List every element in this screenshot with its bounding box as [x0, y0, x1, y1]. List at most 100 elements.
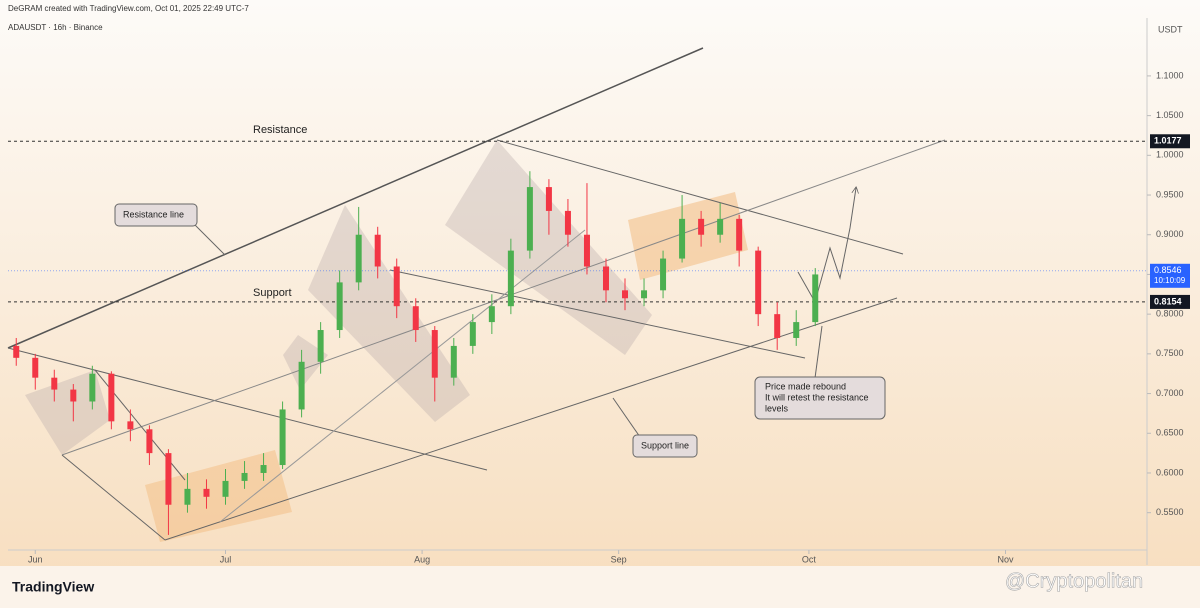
candle-body: [583, 234, 590, 267]
candle-body: [412, 306, 419, 331]
candle-body: [279, 409, 286, 466]
candle-body: [374, 234, 381, 267]
trendline: [219, 229, 586, 523]
annotation: It will retest the resistance: [765, 392, 869, 402]
annotation: Price made rebound: [765, 381, 846, 391]
y-tick-label: 0.6000: [1156, 467, 1184, 477]
y-tick-label: 0.9000: [1156, 229, 1184, 239]
y-tick-label: 1.0500: [1156, 110, 1184, 120]
y-tick-label: 1.0000: [1156, 150, 1184, 160]
candle-body: [165, 453, 172, 505]
candle-body: [317, 330, 324, 362]
callout-box: [114, 203, 198, 227]
candle-body: [736, 218, 743, 251]
candle-body: [698, 218, 705, 235]
shaded-zone: [308, 205, 470, 422]
shaded-zone: [25, 370, 110, 455]
x-tick-label: Aug: [414, 554, 430, 564]
candle-body: [450, 345, 457, 378]
candle-body: [564, 210, 571, 235]
candle-body: [241, 472, 248, 481]
callout-box: [632, 434, 698, 458]
x-tick-label: Nov: [997, 554, 1014, 564]
candle-body: [32, 357, 39, 378]
candle-body: [298, 361, 305, 410]
watermark: @Cryptopolitan: [1005, 570, 1143, 592]
trendline: [496, 139, 904, 255]
shaded-zone: [145, 450, 292, 542]
callout-box: [754, 376, 886, 420]
candle-body: [660, 258, 667, 291]
y-tick-label: 0.8000: [1156, 309, 1184, 319]
trendline: [61, 454, 166, 541]
candle-body: [602, 266, 609, 291]
candle-body: [146, 429, 153, 454]
candle-body: [336, 282, 343, 331]
symbol: ADAUSDT · 16h · Binance: [8, 23, 103, 32]
price-label: 0.8154: [1154, 296, 1182, 306]
price-label-box: [1150, 134, 1190, 149]
y-tick-label: 1.1000: [1156, 70, 1184, 80]
annotation: Resistance: [253, 124, 307, 136]
countdown: 10:10:09: [1154, 276, 1186, 285]
candle-body: [260, 465, 267, 473]
candle-body: [622, 290, 629, 299]
price-label-box: [1150, 294, 1190, 309]
candle-body: [222, 480, 229, 497]
annotation: Resistance line: [123, 209, 184, 219]
candle-body: [203, 488, 210, 497]
candle-body: [717, 218, 724, 235]
support-trendline: [164, 297, 898, 541]
annotation: Support line: [641, 440, 689, 450]
footer-bar: [0, 566, 1200, 608]
candle-body: [127, 421, 134, 430]
x-tick-label: Sep: [611, 554, 627, 564]
candle-body: [526, 187, 533, 251]
candle-body: [13, 345, 20, 358]
shaded-zone: [445, 140, 652, 355]
trendline: [7, 347, 488, 471]
drawings: [7, 47, 946, 542]
projection-path: [797, 188, 856, 304]
candle-body: [812, 274, 819, 323]
annotation: levels: [765, 403, 789, 413]
candle-body: [184, 488, 191, 505]
candle-body: [393, 266, 400, 307]
x-tick-label: Jul: [220, 554, 232, 564]
callout-pointer: [814, 325, 823, 379]
callout-pointer: [612, 397, 641, 438]
candle-body: [774, 314, 781, 338]
candle-body: [545, 187, 552, 211]
trendline: [389, 269, 806, 359]
y-tick-label: 0.5500: [1156, 507, 1184, 517]
axis-unit: USDT: [1158, 24, 1183, 34]
candle-body: [89, 373, 96, 402]
candle-body: [679, 218, 686, 259]
y-tick-label: 0.7000: [1156, 388, 1184, 398]
price-label: 1.0177: [1154, 136, 1182, 146]
shaded-zone: [283, 335, 328, 390]
resistance-trendline: [7, 47, 704, 349]
candle-body: [108, 373, 115, 422]
x-tick-label: Jun: [28, 554, 43, 564]
price-label-box: [1150, 263, 1190, 288]
y-tick-label: 0.7500: [1156, 348, 1184, 358]
candle-body: [70, 389, 77, 402]
trendline: [61, 139, 946, 456]
candle-body: [431, 330, 438, 378]
price-label: 0.8546: [1154, 265, 1182, 275]
candle-body: [507, 250, 514, 307]
callout-pointer: [194, 224, 226, 256]
candle-body: [793, 322, 800, 338]
header: DeGRAM created with TradingView.com, Oct…: [8, 4, 249, 13]
brand: TradingView: [12, 579, 94, 595]
x-tick-label: Oct: [802, 554, 817, 564]
shaded-zone: [628, 192, 748, 280]
candle-body: [355, 234, 362, 283]
candle-body: [488, 306, 495, 323]
annotation: Support: [253, 287, 292, 299]
candle-body: [51, 377, 58, 390]
